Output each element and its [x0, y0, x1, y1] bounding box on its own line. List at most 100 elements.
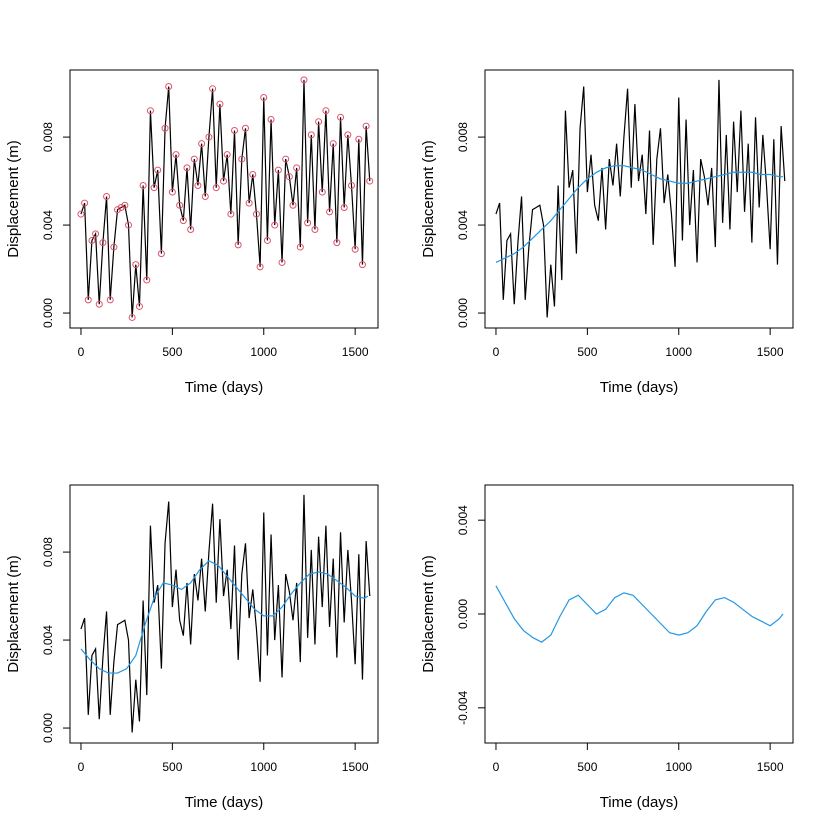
data-point	[77, 210, 85, 218]
data-point	[245, 199, 253, 207]
data-point	[223, 151, 231, 159]
data-point	[285, 173, 293, 181]
data-point	[333, 239, 341, 247]
data-point	[347, 181, 355, 189]
x-axis-label: Time (days)	[185, 379, 264, 396]
data-point	[238, 155, 246, 163]
data-point	[249, 170, 257, 178]
series-line	[80, 494, 371, 733]
data-point	[307, 131, 315, 139]
data-point	[278, 258, 286, 266]
x-tick-label: 500	[162, 760, 182, 774]
data-point	[157, 250, 165, 258]
plot-box	[69, 69, 379, 329]
data-point	[322, 107, 330, 115]
y-tick-label: 0.008	[456, 122, 470, 152]
data-point	[351, 245, 359, 253]
x-tick-label: 0	[493, 760, 500, 774]
data-point	[143, 276, 151, 284]
plot-box	[484, 69, 794, 329]
data-point	[209, 85, 217, 93]
data-point	[216, 100, 224, 108]
x-tick-label: 500	[577, 345, 597, 359]
data-point	[355, 135, 363, 143]
data-point	[220, 177, 228, 185]
x-axis-label: Time (days)	[600, 794, 679, 811]
data-point	[198, 140, 206, 148]
data-point	[252, 210, 260, 218]
x-tick-label: 1500	[342, 760, 369, 774]
data-point	[205, 133, 213, 141]
data-point	[99, 239, 107, 247]
data-point	[114, 206, 122, 214]
data-point	[128, 313, 136, 321]
data-point	[329, 140, 337, 148]
data-point	[187, 225, 195, 233]
data-point	[139, 181, 147, 189]
x-tick-label: 1500	[757, 345, 784, 359]
data-point	[337, 113, 345, 121]
data-point	[311, 225, 319, 233]
data-point	[340, 203, 348, 211]
data-point	[150, 184, 158, 192]
y-tick-label: 0.004	[41, 210, 55, 240]
y-tick-label: -0.004	[456, 690, 470, 724]
data-point	[201, 192, 209, 200]
x-tick-label: 1000	[250, 345, 277, 359]
series-line	[80, 79, 371, 318]
data-point	[256, 263, 264, 271]
y-tick-label: 0.004	[41, 625, 55, 655]
y-axis-label: Displacement (m)	[420, 555, 437, 673]
data-point	[362, 122, 370, 130]
series-line	[80, 560, 369, 674]
data-point	[103, 192, 111, 200]
data-point	[296, 243, 304, 251]
x-tick-label: 0	[493, 345, 500, 359]
data-point	[194, 181, 202, 189]
x-tick-label: 500	[577, 760, 597, 774]
x-tick-label: 0	[78, 345, 85, 359]
data-point	[88, 236, 96, 244]
series-line	[495, 165, 783, 264]
data-point	[179, 217, 187, 225]
x-tick-label: 1500	[342, 345, 369, 359]
x-tick-label: 0	[78, 760, 85, 774]
series-line	[495, 79, 786, 318]
plot-box	[484, 484, 794, 744]
y-tick-label: 0.000	[456, 599, 470, 629]
y-tick-label: 0.000	[456, 298, 470, 328]
y-axis-label: Displacement (m)	[5, 140, 22, 258]
data-point	[154, 166, 162, 174]
data-point	[318, 188, 326, 196]
data-point	[161, 124, 169, 132]
x-axis-label: Time (days)	[600, 379, 679, 396]
data-point	[92, 230, 100, 238]
series-line	[495, 585, 784, 643]
data-point	[274, 166, 282, 174]
data-point	[326, 208, 334, 216]
y-axis-label: Displacement (m)	[5, 555, 22, 673]
data-point	[289, 201, 297, 209]
y-tick-label: 0.008	[41, 537, 55, 567]
data-point	[124, 221, 132, 229]
x-axis-label: Time (days)	[185, 794, 264, 811]
y-tick-label: 0.000	[41, 298, 55, 328]
data-point	[110, 243, 118, 251]
y-tick-label: 0.004	[456, 210, 470, 240]
data-point	[271, 221, 279, 229]
y-tick-label: 0.004	[456, 505, 470, 535]
data-point	[121, 201, 129, 209]
data-point	[84, 296, 92, 304]
data-point	[304, 219, 312, 227]
data-point	[358, 261, 366, 269]
data-point	[135, 302, 143, 310]
x-tick-label: 500	[162, 345, 182, 359]
y-tick-label: 0.008	[41, 122, 55, 152]
data-point	[282, 155, 290, 163]
data-point	[234, 241, 242, 249]
data-point	[81, 199, 89, 207]
data-point	[212, 184, 220, 192]
data-point	[165, 82, 173, 90]
data-point	[366, 177, 374, 185]
